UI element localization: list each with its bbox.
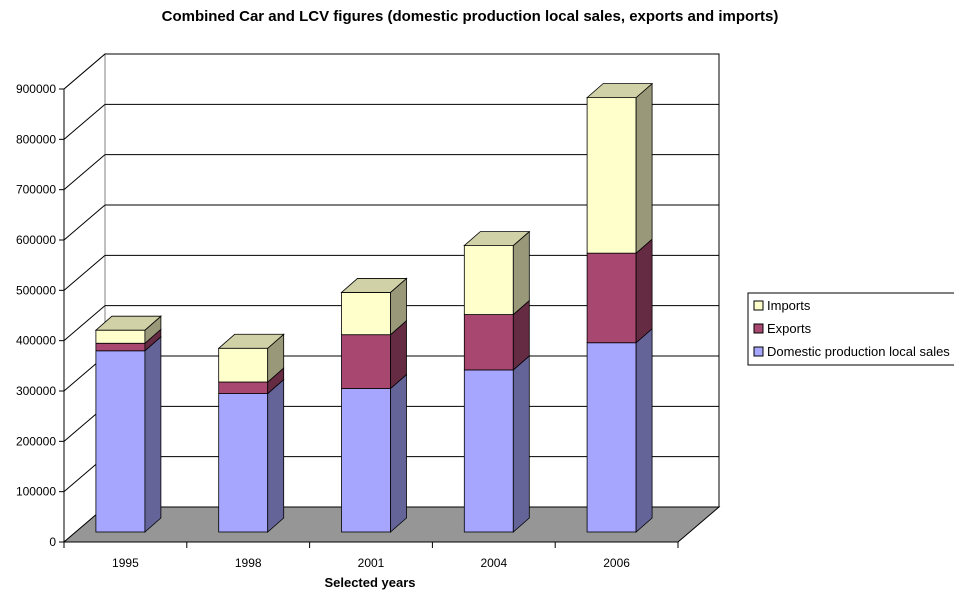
bar-face bbox=[341, 334, 391, 389]
gridline-side bbox=[63, 204, 106, 241]
bar-segment bbox=[217, 333, 285, 383]
y-tick-label: 800000 bbox=[16, 132, 56, 146]
bar-segment bbox=[95, 335, 162, 533]
bar-face bbox=[341, 292, 391, 336]
x-tick-label: 2004 bbox=[480, 556, 507, 570]
bar-side bbox=[512, 355, 530, 533]
y-tick-label: 600000 bbox=[16, 233, 56, 247]
legend-swatch bbox=[753, 346, 764, 357]
bar-top bbox=[94, 315, 162, 331]
x-axis-label: Selected years bbox=[324, 575, 415, 590]
gridline-side bbox=[63, 305, 106, 342]
y-tick-label: 500000 bbox=[16, 283, 56, 297]
y-tick-label: 200000 bbox=[16, 434, 56, 448]
bar-stack bbox=[463, 230, 531, 533]
y-axis: 0 100000 200000 300000 400000 500000 600000 700… bbox=[16, 82, 65, 549]
gridline-side bbox=[63, 103, 106, 140]
gridline-side bbox=[63, 53, 106, 90]
bar-face bbox=[95, 350, 146, 533]
x-tick-label: 1998 bbox=[235, 556, 262, 570]
bar-segment bbox=[463, 355, 530, 533]
y-tick-label: 900000 bbox=[16, 82, 56, 96]
x-axis: 1995 1998 2001 2004 2006 bbox=[63, 541, 679, 570]
bar-segment bbox=[586, 238, 653, 344]
bar-face bbox=[463, 314, 514, 371]
bar-top bbox=[586, 83, 654, 99]
gridline-side bbox=[63, 154, 106, 191]
legend-label: Domestic production local sales bbox=[767, 344, 950, 359]
y-tick-label: 300000 bbox=[16, 384, 56, 398]
bar-face bbox=[95, 329, 146, 344]
x-tick-label: 1995 bbox=[112, 556, 139, 570]
legend-item: Domestic production local sales bbox=[753, 344, 950, 359]
bar-segment bbox=[586, 82, 654, 255]
bar-segment bbox=[340, 277, 408, 336]
legend: Imports Exports Domestic production local … bbox=[747, 292, 954, 366]
x-tick-label: 2006 bbox=[603, 556, 630, 570]
bar-segment bbox=[341, 319, 407, 390]
bar-face bbox=[586, 252, 637, 344]
legend-item: Imports bbox=[753, 298, 811, 313]
bar-stack bbox=[217, 333, 285, 533]
bar-face bbox=[586, 97, 637, 254]
bar-side bbox=[512, 230, 530, 316]
bar-face bbox=[586, 342, 637, 533]
bar-face bbox=[341, 388, 391, 533]
bar-side bbox=[635, 238, 653, 344]
bar-segment bbox=[341, 373, 407, 533]
chart-title: Combined Car and LCV figures (domestic p… bbox=[162, 8, 779, 25]
x-tick-label: 2001 bbox=[358, 556, 385, 570]
gridline-side bbox=[63, 254, 106, 291]
bar-side bbox=[144, 335, 162, 533]
bar-side bbox=[390, 373, 407, 533]
y-tick-label: 400000 bbox=[16, 334, 56, 348]
bar-face bbox=[218, 347, 269, 383]
y-tick-label: 0 bbox=[49, 535, 56, 549]
bar-face bbox=[463, 369, 514, 533]
bar-stack bbox=[94, 315, 162, 533]
legend-label: Imports bbox=[767, 298, 811, 313]
bar-side bbox=[635, 327, 653, 533]
bar-face bbox=[218, 393, 269, 533]
bar-side bbox=[267, 378, 285, 533]
legend-swatch bbox=[753, 300, 764, 311]
legend-label: Exports bbox=[767, 321, 812, 336]
legend-swatch bbox=[753, 323, 764, 334]
bar-face bbox=[218, 381, 269, 394]
bar-segment bbox=[94, 315, 162, 345]
bar-stack bbox=[586, 82, 654, 533]
bar-segment bbox=[218, 378, 285, 533]
y-tick-label: 700000 bbox=[16, 183, 56, 197]
legend-item: Exports bbox=[753, 321, 812, 336]
legend-box bbox=[747, 292, 954, 366]
bar-segment bbox=[463, 230, 531, 316]
bar-face bbox=[463, 245, 514, 315]
bar-face bbox=[95, 342, 146, 352]
bars bbox=[94, 82, 654, 533]
bar-side bbox=[635, 82, 653, 255]
y-tick-label: 100000 bbox=[16, 485, 56, 499]
bar-stack bbox=[340, 277, 408, 533]
bar-top bbox=[340, 278, 408, 293]
bar-top bbox=[463, 231, 531, 247]
bar-top bbox=[217, 333, 285, 349]
bar-segment bbox=[586, 327, 653, 533]
